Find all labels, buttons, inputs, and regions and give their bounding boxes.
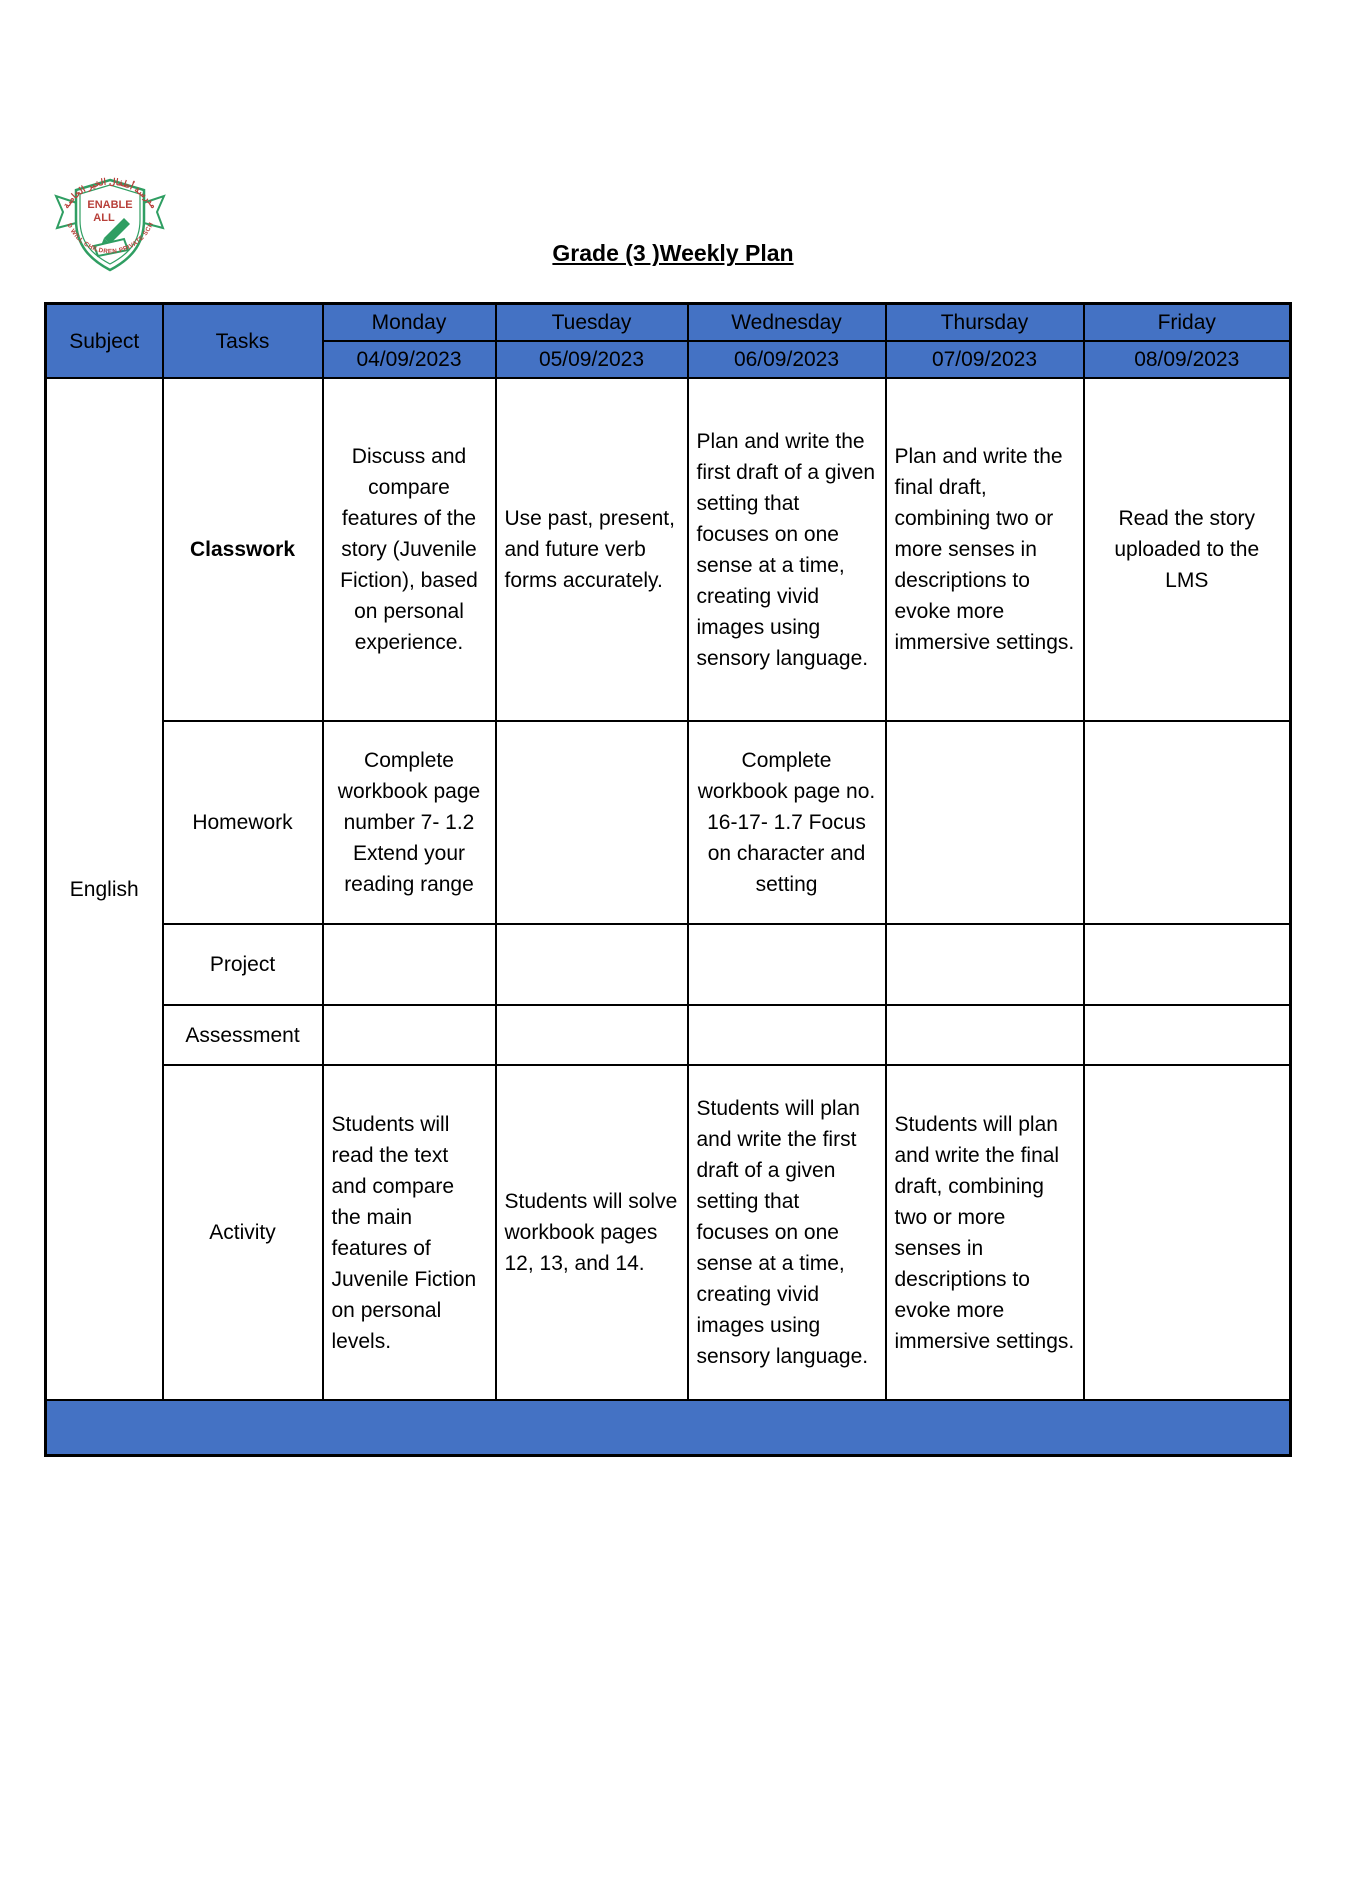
task-label-homework: Homework bbox=[161, 720, 324, 925]
cell-assessment-tuesday bbox=[494, 1004, 689, 1066]
cell-activity-tuesday: Students will solve workbook pages 12, 1… bbox=[494, 1064, 689, 1401]
assessment-row: Assessment bbox=[46, 1004, 1292, 1066]
header-subject: Subject bbox=[44, 302, 164, 379]
cell-assessment-monday bbox=[321, 1004, 497, 1066]
cell-classwork-friday: Read the story uploaded to the LMS bbox=[1082, 377, 1292, 722]
cell-homework-thursday bbox=[884, 720, 1085, 925]
cell-classwork-tuesday: Use past, present, and future verb forms… bbox=[494, 377, 689, 722]
task-label-activity: Activity bbox=[161, 1064, 324, 1401]
logo-motto-line1: ENABLE bbox=[87, 199, 132, 211]
cell-assessment-friday bbox=[1082, 1004, 1292, 1066]
cell-homework-wednesday: Complete workbook page no. 16-17- 1.7 Fo… bbox=[686, 720, 887, 925]
cell-activity-thursday: Students will plan and write the final d… bbox=[884, 1064, 1085, 1401]
classwork-row: English Classwork Discuss and compare fe… bbox=[44, 377, 1292, 1401]
logo-motto-line2: ALL bbox=[93, 212, 115, 224]
cell-project-friday bbox=[1082, 923, 1292, 1006]
header-date-friday: 08/09/2023 bbox=[1082, 340, 1292, 379]
cell-homework-monday: Complete workbook page number 7- 1.2 Ext… bbox=[321, 720, 497, 925]
header-date-row: 04/09/2023 05/09/2023 06/09/2023 07/09/2… bbox=[46, 340, 1292, 379]
logo-shield-inner-icon bbox=[79, 184, 141, 265]
weekly-plan-table: Subject Tasks Monday Tuesday Wednesday T… bbox=[44, 302, 1292, 1457]
header-day-friday: Friday bbox=[1082, 302, 1292, 342]
header-tasks: Tasks bbox=[161, 302, 324, 379]
cell-classwork-thursday: Plan and write the final draft, combinin… bbox=[884, 377, 1085, 722]
task-label-classwork: Classwork bbox=[161, 377, 324, 722]
task-label-assessment: Assessment bbox=[161, 1004, 324, 1066]
cell-assessment-thursday bbox=[884, 1004, 1085, 1066]
logo-pencil-icon bbox=[104, 218, 130, 244]
header-day-tuesday: Tuesday bbox=[494, 302, 689, 342]
header-day-thursday: Thursday bbox=[884, 302, 1085, 342]
header-day-wednesday: Wednesday bbox=[686, 302, 887, 342]
cell-project-monday bbox=[321, 923, 497, 1006]
cell-assessment-wednesday bbox=[686, 1004, 887, 1066]
cell-activity-wednesday: Students will plan and write the first d… bbox=[686, 1064, 887, 1401]
project-row: Project bbox=[46, 923, 1292, 1006]
subject-english: English bbox=[44, 377, 164, 1401]
cell-classwork-wednesday: Plan and write the first draft of a give… bbox=[686, 377, 887, 722]
cell-classwork-monday: Discuss and compare features of the stor… bbox=[321, 377, 497, 722]
header-day-row: Subject Tasks Monday Tuesday Wednesday T… bbox=[44, 302, 1292, 379]
footer-bar-row bbox=[44, 1399, 1292, 1456]
cell-project-thursday bbox=[884, 923, 1085, 1006]
school-logo: مدرسة أطفال الخير الخاصة ENABLE ALL GOOD… bbox=[50, 158, 166, 272]
logo-book-icon bbox=[92, 237, 130, 258]
activity-row: Activity Students will read the text and… bbox=[46, 1064, 1292, 1401]
header-date-wednesday: 06/09/2023 bbox=[686, 340, 887, 379]
cell-project-wednesday bbox=[686, 923, 887, 1006]
header-day-monday: Monday bbox=[321, 302, 497, 342]
homework-row: Homework Complete workbook page number 7… bbox=[46, 720, 1292, 925]
task-label-project: Project bbox=[161, 923, 324, 1006]
cell-activity-friday bbox=[1082, 1064, 1292, 1401]
footer-bar bbox=[44, 1399, 1292, 1456]
header-date-thursday: 07/09/2023 bbox=[884, 340, 1085, 379]
cell-activity-monday: Students will read the text and compare … bbox=[321, 1064, 497, 1401]
cell-homework-friday bbox=[1082, 720, 1292, 925]
cell-homework-tuesday bbox=[494, 720, 689, 925]
page-title: Grade (3 )Weekly Plan bbox=[552, 240, 794, 266]
cell-project-tuesday bbox=[494, 923, 689, 1006]
header-date-tuesday: 05/09/2023 bbox=[494, 340, 689, 379]
header-date-monday: 04/09/2023 bbox=[321, 340, 497, 379]
